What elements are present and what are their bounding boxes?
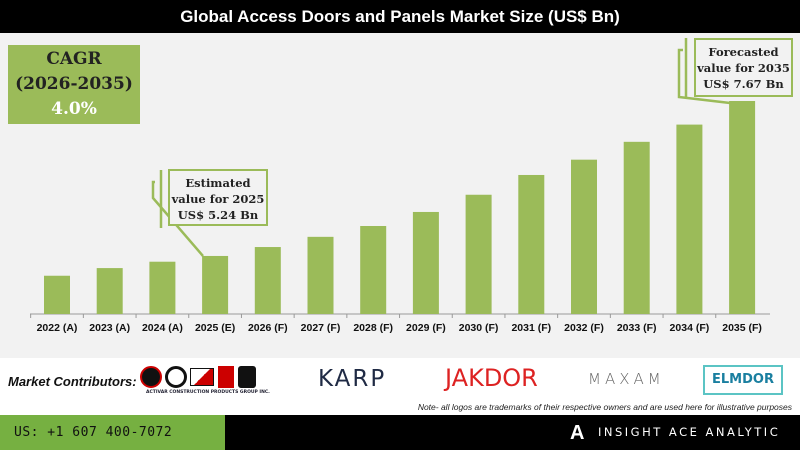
callout-line: US$ 5.24 Bn <box>177 208 259 222</box>
x-tick-label: 2029 (F) <box>406 322 446 334</box>
activar-caption: ACTIVAR CONSTRUCTION PRODUCTS GROUP INC. <box>146 390 270 395</box>
x-tick-label: 2030 (F) <box>459 322 499 334</box>
cagr-box: CAGR (2026-2035) 4.0% <box>8 45 140 124</box>
bar-2029 <box>412 211 439 314</box>
bar-2030 <box>465 194 492 314</box>
footer: US: +1 607 400-7072 A INSIGHT ACE ANALYT… <box>0 415 800 450</box>
x-tick-label: 2022 (A) <box>37 322 78 334</box>
jakdor-logo: JAKDOR <box>445 364 538 392</box>
karp-logo: KARP <box>318 366 387 392</box>
cagr-period: (2026-2035) <box>15 74 133 94</box>
x-tick-label: 2028 (F) <box>353 322 393 334</box>
bar-2027 <box>307 236 334 314</box>
contributors-strip: Market Contributors: ACTIVAR CONSTRUCTIO… <box>0 360 800 415</box>
x-tick-label: 2033 (F) <box>617 322 657 334</box>
cagr-label: CAGR <box>46 49 102 69</box>
callout-line: Estimated <box>185 176 251 190</box>
x-tick-label: 2034 (F) <box>670 322 710 334</box>
callout-line: Forecasted <box>708 45 779 59</box>
x-tick-label: 2026 (F) <box>248 322 288 334</box>
contributors-label: Market Contributors: <box>8 374 137 389</box>
brand-name: INSIGHT ACE ANALYTIC <box>598 425 781 439</box>
bar-2031 <box>518 174 545 314</box>
maxam-logo: MAXAM <box>588 370 665 388</box>
callout-2025-leader <box>151 180 204 257</box>
x-tick-label: 2025 (E) <box>195 322 235 334</box>
bar-2032 <box>571 159 597 314</box>
bar-2025 <box>202 255 229 314</box>
bar-2033 <box>623 141 650 314</box>
bar-2035 <box>729 101 756 314</box>
bar-2026 <box>254 247 281 314</box>
x-tick-label: 2032 (F) <box>564 322 604 334</box>
chart-title: Global Access Doors and Panels Market Si… <box>0 0 800 33</box>
x-tick-label: 2027 (F) <box>301 322 341 334</box>
activar-logo-group: ACTIVAR CONSTRUCTION PRODUCTS GROUP INC. <box>140 366 270 395</box>
callout-line: value for 2025 <box>171 192 265 206</box>
bar-2022 <box>44 275 70 314</box>
insight-ace-logo-icon: A <box>570 422 585 444</box>
callout-line: US$ 7.67 Bn <box>703 77 784 91</box>
elmdor-logo: ELMDOR <box>703 365 783 395</box>
callout-2025: Estimated value for 2025 US$ 5.24 Bn <box>168 169 268 226</box>
x-tick-label: 2023 (A) <box>89 322 130 334</box>
x-tick-label: 2031 (F) <box>511 322 551 334</box>
bar-2024 <box>149 261 176 314</box>
trademark-note: Note- all logos are trademarks of their … <box>417 402 792 412</box>
bar-chart: 2022 (A) 2023 (A) 2024 (A) 2025 (E) 2026 (F)… <box>30 38 770 334</box>
bar-2034 <box>676 124 703 314</box>
cagr-value: 4.0% <box>51 99 97 119</box>
callout-2035-leader <box>677 48 731 105</box>
callout-line: value for 2035 <box>697 61 790 75</box>
x-tick-label: 2024 (A) <box>142 322 183 334</box>
callout-2035: Forecasted value for 2035 US$ 7.67 Bn <box>694 38 793 97</box>
x-tick-label: 2035 (F) <box>722 322 762 334</box>
bar-2028 <box>360 225 387 314</box>
phone-number: US: +1 607 400-7072 <box>0 415 225 450</box>
bar-2023 <box>96 268 123 314</box>
